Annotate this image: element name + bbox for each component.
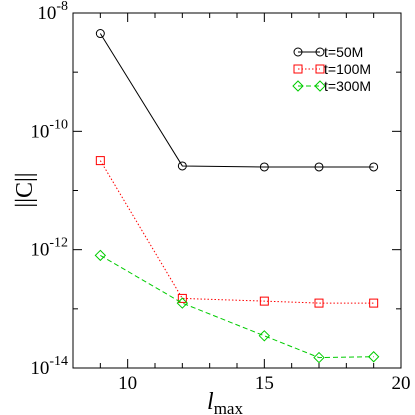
data-point	[367, 351, 380, 363]
legend-marker	[293, 47, 303, 57]
legend-marker	[315, 64, 325, 74]
legend-marker	[292, 80, 304, 92]
y-tick-label: 10-14	[30, 354, 68, 379]
x-axis-label-main: l	[207, 389, 214, 415]
y-tick-label-exponent: -8	[56, 0, 68, 14]
data-point	[177, 293, 187, 303]
legend-label: t=100M	[324, 61, 371, 77]
data-point	[258, 330, 271, 342]
legend-marker	[314, 80, 326, 92]
y-tick-label-base: 10	[30, 240, 49, 261]
legend-label: t=50M	[324, 44, 363, 60]
y-tick-label: 10-10	[30, 117, 68, 142]
x-axis-label-subscript: max	[214, 399, 244, 415]
data-point	[176, 297, 189, 309]
legend-marker	[293, 64, 303, 74]
y-tick-label-base: 10	[30, 121, 49, 142]
data-series	[94, 29, 380, 364]
y-tick-label: 10-12	[30, 236, 68, 261]
y-tick-label-base: 10	[37, 3, 56, 24]
legend-entry: t=300M	[292, 78, 371, 94]
y-tick-label-exponent: -12	[49, 236, 68, 251]
data-point	[314, 298, 324, 308]
data-point	[95, 29, 105, 39]
data-point	[314, 162, 324, 172]
legend-marker	[315, 47, 325, 57]
series-t=300M	[94, 249, 380, 364]
series-t=50M	[95, 29, 379, 172]
series-line	[100, 254, 374, 359]
series-line	[99, 33, 374, 168]
series-line	[99, 160, 374, 304]
data-point	[369, 298, 379, 308]
data-point	[369, 162, 379, 172]
x-tick-label: 20	[392, 373, 411, 394]
y-axis-label: ||C||	[12, 172, 38, 207]
y-tick-label: 10-8	[37, 0, 68, 24]
x-tick-label: 10	[118, 373, 137, 394]
legend-label: t=300M	[324, 78, 371, 94]
legend-entry: t=50M	[293, 44, 363, 60]
x-tick-label: 15	[255, 373, 274, 394]
data-point	[95, 156, 105, 166]
data-point	[94, 249, 107, 262]
series-t=100M	[95, 156, 379, 308]
data-point	[259, 296, 269, 306]
y-tick-label-exponent: -10	[49, 117, 68, 132]
data-point	[313, 351, 325, 364]
y-tick-label-exponent: -14	[49, 354, 68, 369]
legend-entry: t=100M	[293, 61, 371, 77]
x-axis-label: lmax	[207, 389, 243, 415]
y-tick-label-base: 10	[30, 358, 49, 379]
data-point	[177, 161, 187, 171]
data-point	[259, 162, 269, 172]
